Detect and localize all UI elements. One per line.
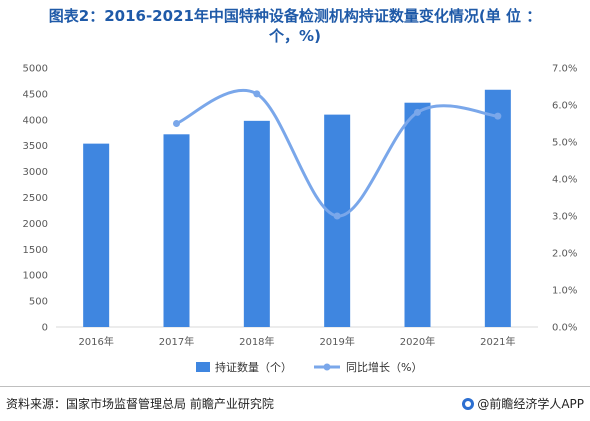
y-left-tick-label: 4500 <box>23 89 48 100</box>
brand-text: @前瞻经济学人APP <box>477 397 584 411</box>
footer: 资料来源：国家市场监督管理总局 前瞻产业研究院 @前瞻经济学人APP <box>0 386 590 421</box>
bar <box>484 89 511 327</box>
bar <box>404 102 431 328</box>
legend-bar-swatch <box>196 362 210 372</box>
x-tick-label: 2019年 <box>319 335 354 348</box>
growth-point <box>173 120 180 127</box>
y-left-tick-label: 3500 <box>23 141 48 152</box>
y-left-tick-label: 500 <box>29 297 48 308</box>
chart-title: 图表2：2016-2021年中国特种设备检测机构持证数量变化情况(单 位 ： 个… <box>0 6 590 46</box>
x-tick-label: 2018年 <box>239 335 274 348</box>
growth-point <box>253 90 261 98</box>
legend-bar-label: 持证数量（个） <box>215 360 292 374</box>
y-right-tick-label: 6.0% <box>552 101 577 112</box>
growth-point <box>333 212 341 220</box>
y-right-tick-label: 1.0% <box>552 286 577 297</box>
source-note: 资料来源：国家市场监督管理总局 前瞻产业研究院 <box>6 397 274 411</box>
y-right-tick-label: 7.0% <box>552 64 577 75</box>
y-left-tick-label: 2500 <box>23 193 48 204</box>
y-right-tick-label: 5.0% <box>552 138 577 149</box>
x-tick-label: 2016年 <box>78 335 113 348</box>
y-right-tick-label: 3.0% <box>552 212 577 223</box>
y-left-tick-label: 1000 <box>23 271 48 282</box>
bar <box>83 143 110 327</box>
y-right-tick-label: 2.0% <box>552 249 577 260</box>
bar <box>324 114 351 328</box>
y-left-tick-label: 0 <box>42 323 48 334</box>
y-left-tick-label: 2000 <box>23 219 48 230</box>
chart-title-line1: 图表2：2016-2021年中国特种设备检测机构持证数量变化情况(单 位 ： <box>48 7 542 25</box>
y-left-tick-label: 3000 <box>23 167 48 178</box>
bar <box>163 134 190 327</box>
y-right-tick-label: 4.0% <box>552 175 577 186</box>
y-left-tick-label: 1500 <box>23 245 48 256</box>
y-left-tick-label: 4000 <box>23 115 48 126</box>
x-tick-label: 2021年 <box>480 335 515 348</box>
chart-title-line2: 个，%) <box>269 27 321 45</box>
chart: 0 500 1000 1500 2000 2500 3000 3500 4000 4500 5000… <box>23 64 578 375</box>
legend-line-marker <box>323 363 331 371</box>
brand-label: @前瞻经济学人APP <box>462 395 584 412</box>
y-left-tick-label: 5000 <box>23 64 48 75</box>
bar <box>243 120 270 327</box>
growth-point <box>414 108 421 116</box>
x-tick-label: 2020年 <box>400 335 435 348</box>
y-right-tick-label: 0.0% <box>552 323 577 334</box>
qianzhan-logo-icon <box>462 398 475 410</box>
growth-point <box>494 112 502 120</box>
x-tick-label: 2017年 <box>159 335 194 348</box>
legend-line-label: 同比增长（%） <box>346 360 422 374</box>
